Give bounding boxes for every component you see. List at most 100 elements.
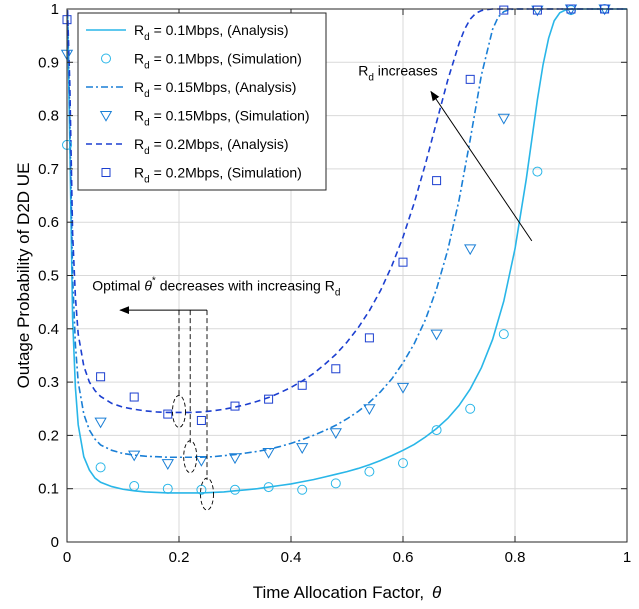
square-marker <box>297 380 307 390</box>
x-tick-label: 1 <box>623 549 631 566</box>
circle-marker <box>297 484 308 495</box>
triangle-marker <box>195 455 208 467</box>
circle-marker <box>398 458 408 469</box>
legend-entry-main: R <box>134 136 144 152</box>
optimal-theta-ellipse <box>172 394 186 428</box>
square-marker <box>499 5 509 15</box>
triangle-marker <box>497 113 510 125</box>
triangle-marker <box>396 382 410 394</box>
optimal-theta-label-theta: θ <box>144 277 152 293</box>
x-tick-label: 0.6 <box>393 549 414 566</box>
x-axis-label-text: Time Allocation Factor, <box>253 583 424 602</box>
square-marker <box>364 333 374 343</box>
square-marker <box>331 364 341 374</box>
x-tick-label: 0.2 <box>169 549 190 566</box>
legend-entry-sub: d <box>144 146 150 157</box>
y-tick-label: 0.5 <box>38 268 59 285</box>
y-tick-label: 0.9 <box>38 54 59 71</box>
optimal-theta-ellipse <box>200 477 214 511</box>
circle-marker <box>101 53 111 64</box>
circle-marker <box>330 478 341 489</box>
y-tick-label: 0.3 <box>38 374 59 391</box>
legend-entry-rest: = 0.1Mbps, (Simulation) <box>150 51 302 67</box>
legend-entry-label: Rd = 0.15Mbps, (Simulation) <box>134 108 310 129</box>
legend-entry-label: Rd = 0.1Mbps, (Simulation) <box>134 51 302 72</box>
legend-entry-main: R <box>134 51 144 67</box>
legend-entry-rest: = 0.15Mbps, (Analysis) <box>150 79 297 95</box>
legend-entry-label: Rd = 0.2Mbps, (Simulation) <box>134 165 302 186</box>
circle-marker <box>230 484 240 495</box>
legend-entry-sub: d <box>144 89 150 100</box>
rd-increases-label-rest: increases <box>374 63 438 79</box>
triangle-marker <box>128 450 141 462</box>
square-marker <box>129 392 139 402</box>
triangle-marker <box>99 111 113 122</box>
triangle-marker <box>262 447 275 459</box>
legend-entry-sub: d <box>144 61 150 72</box>
x-tick-label: 0 <box>63 549 71 566</box>
square-marker <box>532 5 542 15</box>
analysis-curve <box>66 8 627 459</box>
legend-entry-label: Rd = 0.2Mbps, (Analysis) <box>134 136 289 157</box>
legend-entry-main: R <box>134 108 144 124</box>
rd-increases-label-sub: d <box>368 73 374 84</box>
y-tick-label: 0 <box>51 534 59 551</box>
annotations: Rd increases Optimal θ* decreases with in… <box>92 63 533 511</box>
square-marker <box>196 415 206 425</box>
legend: Rd = 0.1Mbps, (Analysis)Rd = 0.1Mbps, (S… <box>77 12 327 191</box>
optimal-theta-ellipse <box>183 440 198 474</box>
circle-marker <box>465 403 476 414</box>
square-marker <box>465 74 475 84</box>
y-tick-label: 1 <box>51 1 59 18</box>
triangle-marker <box>296 443 309 454</box>
square-marker <box>230 401 240 411</box>
legend-entry-rest: = 0.1Mbps, (Analysis) <box>150 22 289 38</box>
analysis-curves <box>66 8 627 494</box>
legend-entry-sub: d <box>144 32 150 43</box>
legend-entry-rest: = 0.15Mbps, (Simulation) <box>150 108 310 124</box>
square-marker <box>101 168 111 177</box>
circle-marker <box>129 481 140 492</box>
circle-marker <box>162 483 173 494</box>
legend-entry-rest: = 0.2Mbps, (Analysis) <box>150 136 289 152</box>
triangle-marker <box>464 244 477 256</box>
legend-entry-main: R <box>134 165 144 181</box>
legend-entry-label: Rd = 0.1Mbps, (Analysis) <box>134 22 289 43</box>
triangle-marker <box>430 329 443 341</box>
x-axis-label: Time Allocation Factor, θ <box>253 583 442 602</box>
analysis-curve <box>66 8 627 414</box>
triangle-marker <box>329 428 342 440</box>
legend-box <box>77 12 327 191</box>
y-axis-label: Outage Probability of D2D UE <box>14 163 33 389</box>
optimal-theta-label-sup: * <box>152 275 156 286</box>
legend-entry-main: R <box>134 22 144 38</box>
triangle-marker <box>161 459 174 470</box>
axis-ticks <box>66 8 628 543</box>
square-marker <box>432 176 442 186</box>
triangle-marker <box>363 404 376 416</box>
circle-marker <box>196 484 207 495</box>
legend-entry-sub: d <box>144 118 150 129</box>
square-marker <box>398 257 408 267</box>
y-tick-label: 0.6 <box>38 214 59 231</box>
square-marker <box>96 372 106 382</box>
y-tick-label: 0.8 <box>38 108 59 125</box>
legend-entry-rest: = 0.2Mbps, (Simulation) <box>150 165 302 181</box>
analysis-curve <box>66 8 627 494</box>
y-tick-label: 0.7 <box>38 161 59 178</box>
triangle-marker <box>94 417 107 429</box>
tick-labels: 0 0.2 0.4 0.6 0.8 1 0 0.1 0.2 0.3 0.4 0.5 0.6 0.7 0.8 0… <box>38 1 631 566</box>
rd-increases-label: Rd increases <box>358 63 438 84</box>
optimal-theta-label-sub: d <box>335 287 341 298</box>
optimal-theta-label-post: decreases with increasing R <box>156 277 335 293</box>
circle-marker <box>431 425 442 436</box>
x-tick-label: 0.8 <box>505 549 526 566</box>
rd-increases-arrow <box>430 90 533 242</box>
optimal-theta-label: Optimal θ* decreases with increasing Rd <box>92 275 340 298</box>
circle-marker <box>532 166 543 177</box>
rd-increases-label-main: R <box>358 63 368 79</box>
triangle-marker <box>228 453 242 465</box>
square-marker <box>163 409 173 419</box>
square-marker <box>264 394 274 404</box>
